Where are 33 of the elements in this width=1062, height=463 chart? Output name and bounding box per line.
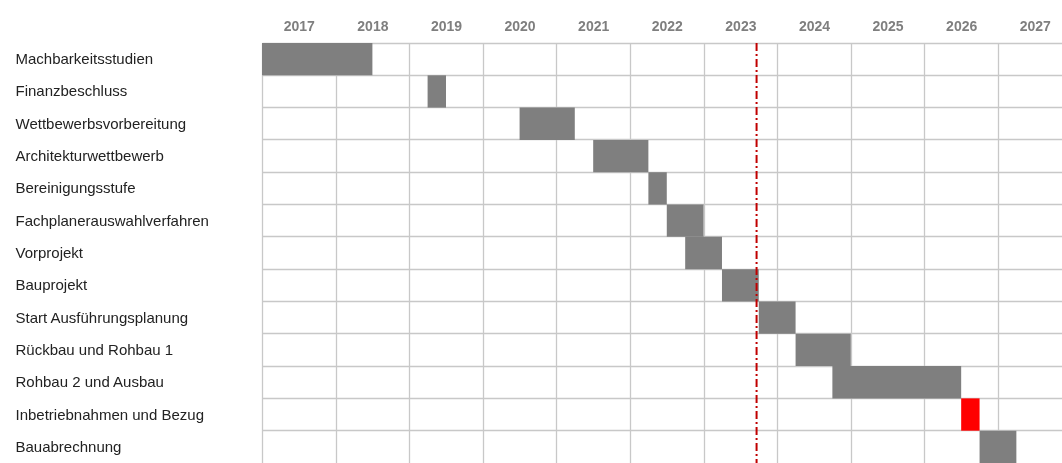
bar	[758, 301, 796, 334]
x-tick-label: 2023	[725, 17, 757, 34]
x-tick-label: 2017	[283, 17, 316, 34]
x-tick-label: 2027	[1019, 17, 1052, 34]
y-tick-label: Bauprojekt	[15, 276, 89, 294]
x-tick-label: 2019	[430, 17, 463, 34]
x-tick-label: 2020	[504, 17, 536, 34]
bar	[262, 43, 373, 76]
x-tick-label: 2025	[872, 17, 904, 34]
y-tick-label: Start Ausführungsplanung	[15, 308, 189, 326]
y-tick-label: Rohbau 2 und Ausbau	[15, 373, 164, 391]
y-tick-label: Bauabrechnung	[15, 437, 122, 455]
y-tick-label: Wettbewerbsvorbereitung	[15, 114, 187, 132]
bar	[648, 172, 667, 205]
y-tick-label: Rückbau und Rohbau 1	[15, 340, 174, 358]
bar	[593, 139, 649, 173]
bar	[519, 107, 575, 140]
y-tick-label: Machbarkeitsstudien	[15, 50, 154, 68]
x-tick-label: 2018	[357, 17, 389, 34]
y-tick-label: Fachplanerauswahlverfahren	[15, 211, 209, 229]
x-tick-label: 2024	[798, 17, 831, 34]
x-tick-label: 2026	[946, 17, 978, 34]
y-tick-label: Bereinigungsstufe	[15, 179, 136, 197]
bar	[961, 398, 980, 431]
y-tick-label: Finanzbeschluss	[15, 82, 128, 100]
x-tick-label: 2021	[578, 17, 610, 34]
y-tick-label: Inbetriebnahmen und Bezug	[15, 405, 204, 423]
bar	[427, 75, 446, 108]
y-tick-label: Architekturwettbewerb	[15, 147, 164, 165]
bar	[721, 269, 759, 302]
y-tick-label: Vorprojekt	[15, 244, 84, 261]
bar	[979, 430, 1017, 463]
x-tick-label: 2022	[651, 17, 684, 34]
